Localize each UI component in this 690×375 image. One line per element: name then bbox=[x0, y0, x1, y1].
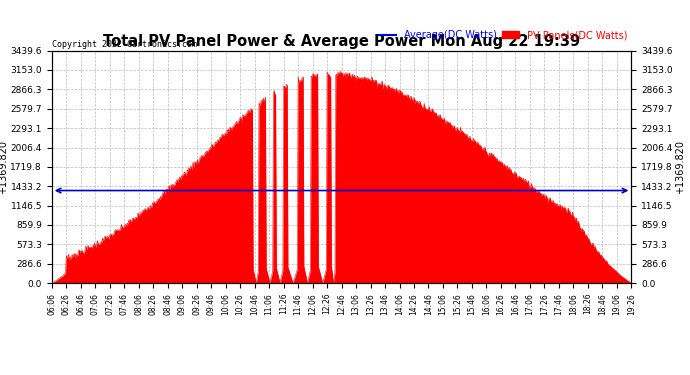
Legend: Average(DC Watts), PV Panels(DC Watts): Average(DC Watts), PV Panels(DC Watts) bbox=[375, 26, 631, 44]
Title: Total PV Panel Power & Average Power Mon Aug 22 19:39: Total PV Panel Power & Average Power Mon… bbox=[103, 34, 580, 50]
Text: Copyright 2022 Cartronics.com: Copyright 2022 Cartronics.com bbox=[52, 40, 197, 49]
Y-axis label: +1369.820: +1369.820 bbox=[676, 140, 685, 194]
Y-axis label: +1369.820: +1369.820 bbox=[0, 140, 8, 194]
